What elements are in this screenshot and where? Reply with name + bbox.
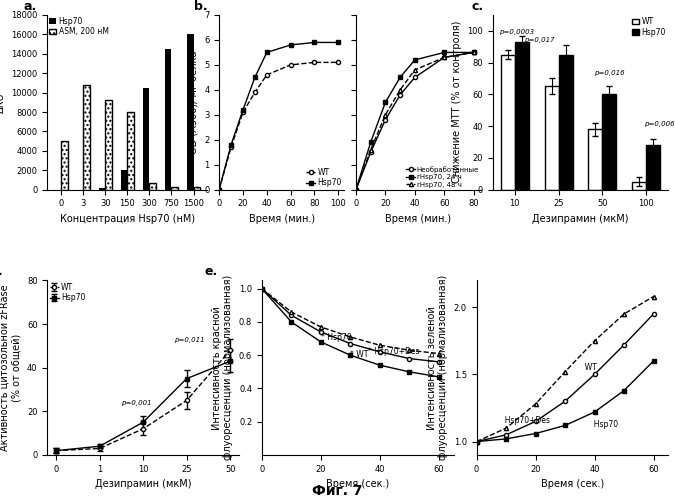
rHsp70, 48 ч <box>411 67 419 73</box>
X-axis label: Время (мин.): Время (мин.) <box>385 214 452 224</box>
Text: p=0,001: p=0,001 <box>122 400 152 406</box>
Bar <box>515 42 529 190</box>
WT <box>251 90 259 96</box>
Bar <box>61 141 68 190</box>
X-axis label: Дезипрамин (мкМ): Дезипрамин (мкМ) <box>533 214 629 224</box>
rHsp70, 24 ч <box>440 50 448 56</box>
Необработанные <box>470 50 478 56</box>
Bar <box>143 88 149 190</box>
rHsp70, 48 ч <box>352 186 360 192</box>
Text: a.: a. <box>23 0 36 13</box>
Text: p=0,016: p=0,016 <box>594 70 624 76</box>
X-axis label: Время (мин.): Время (мин.) <box>248 214 315 224</box>
Bar <box>99 188 105 190</box>
Bar <box>646 145 660 190</box>
WT <box>227 144 235 150</box>
Bar <box>149 183 156 190</box>
Bar <box>187 34 194 190</box>
Text: p=0,006: p=0,006 <box>644 121 675 127</box>
Bar <box>602 94 616 190</box>
Hsp70 <box>334 40 342 46</box>
Hsp70 <box>287 42 295 48</box>
Необработанные <box>411 74 419 80</box>
Line: Необработанные: Необработанные <box>354 50 476 192</box>
WT <box>239 110 247 116</box>
Text: d.: d. <box>0 265 3 278</box>
WT <box>263 72 271 78</box>
Hsp70 <box>310 40 319 46</box>
Bar <box>545 86 559 190</box>
rHsp70, 48 ч <box>440 54 448 60</box>
Text: WT: WT <box>580 362 597 372</box>
Legend: Необработанные, rHsp70, 24 ч, rHsp70, 48 ч: Необработанные, rHsp70, 24 ч, rHsp70, 48… <box>406 166 479 188</box>
Необработанные <box>352 186 360 192</box>
Text: b.: b. <box>194 0 208 13</box>
rHsp70, 48 ч <box>367 146 375 152</box>
X-axis label: Время (сек.): Время (сек.) <box>541 480 604 490</box>
rHsp70, 48 ч <box>470 50 478 56</box>
WT <box>310 60 319 66</box>
Text: e.: e. <box>205 265 217 278</box>
Bar <box>128 112 134 190</box>
Необработанные <box>367 149 375 155</box>
Text: Фиг. 7: Фиг. 7 <box>313 484 362 498</box>
Bar <box>501 54 515 190</box>
Text: * Hsp70+Des: * Hsp70+Des <box>368 347 420 356</box>
rHsp70, 24 ч <box>352 186 360 192</box>
Text: c.: c. <box>472 0 484 13</box>
Hsp70 <box>239 107 247 113</box>
Legend: Hsp70, ASM, 200 нМ: Hsp70, ASM, 200 нМ <box>49 16 109 36</box>
Line: rHsp70, 48 ч: rHsp70, 48 ч <box>354 50 476 192</box>
Hsp70 <box>215 186 223 192</box>
WT <box>287 62 295 68</box>
Bar <box>165 49 171 190</box>
X-axis label: Время (сек.): Время (сек.) <box>326 480 389 490</box>
rHsp70, 24 ч <box>381 100 389 105</box>
Text: p=0,011: p=0,011 <box>173 336 205 342</box>
WT <box>334 60 342 66</box>
Y-axis label: Снижение МТТ (% от контроля): Снижение МТТ (% от контроля) <box>452 21 462 184</box>
Bar <box>83 85 90 190</box>
Bar <box>105 100 112 190</box>
Bar <box>121 170 128 190</box>
Y-axis label: Интенсивность зеленой
флуоресценции (нормализованная): Интенсивность зеленой флуоресценции (нор… <box>427 275 448 460</box>
rHsp70, 48 ч <box>396 87 404 93</box>
Hsp70 <box>227 142 235 148</box>
X-axis label: Дезипрамин (мкМ): Дезипрамин (мкМ) <box>95 480 191 490</box>
Y-axis label: ΔRU: ΔRU <box>0 92 5 112</box>
Hsp70 <box>263 50 271 56</box>
Text: Hsp70+Des: Hsp70+Des <box>500 416 550 426</box>
Hsp70 <box>251 74 259 80</box>
Legend: WT, Hsp70: WT, Hsp70 <box>632 18 666 37</box>
Необработанные <box>440 54 448 60</box>
Y-axis label: Интенсивность красной
флуоресценции (нормализованная): Интенсивность красной флуоресценции (нор… <box>212 275 234 460</box>
Text: p=0,0003: p=0,0003 <box>500 29 535 35</box>
Необработанные <box>381 117 389 123</box>
Bar <box>171 186 178 190</box>
Bar <box>632 182 646 190</box>
Y-axis label: Активность цитозольной zFRase
(% от общей): Активность цитозольной zFRase (% от обще… <box>0 284 22 451</box>
Text: Hsp70: Hsp70 <box>589 420 618 429</box>
X-axis label: Концентрация Hsp70 (нМ): Концентрация Hsp70 (нМ) <box>60 214 195 224</box>
Text: * WT: * WT <box>350 350 369 359</box>
Line: rHsp70, 24 ч: rHsp70, 24 ч <box>354 50 476 192</box>
rHsp70, 24 ч <box>396 74 404 80</box>
Bar <box>589 130 602 190</box>
rHsp70, 24 ч <box>470 50 478 56</box>
Необработанные <box>396 92 404 98</box>
Legend: WT, Hsp70: WT, Hsp70 <box>306 168 342 188</box>
Legend: WT, Hsp70: WT, Hsp70 <box>49 282 85 302</box>
WT <box>215 186 223 192</box>
Text: * Hsp70: * Hsp70 <box>321 333 352 342</box>
Y-axis label: OD (A500)/ мг белка: OD (A500)/ мг белка <box>188 50 198 154</box>
Line: WT: WT <box>217 60 340 192</box>
rHsp70, 48 ч <box>381 112 389 118</box>
Line: Hsp70: Hsp70 <box>217 40 340 192</box>
rHsp70, 24 ч <box>411 57 419 63</box>
rHsp70, 24 ч <box>367 139 375 145</box>
Text: p=0,017: p=0,017 <box>524 37 554 43</box>
Bar <box>194 186 200 190</box>
Bar <box>559 54 572 190</box>
